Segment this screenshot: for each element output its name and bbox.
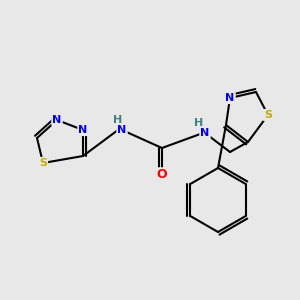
Text: H: H (113, 115, 123, 125)
Text: S: S (264, 110, 272, 120)
Text: N: N (78, 125, 88, 135)
Text: N: N (200, 128, 210, 138)
Text: S: S (39, 158, 47, 168)
Text: N: N (225, 93, 235, 103)
Text: N: N (117, 125, 127, 135)
Text: N: N (52, 115, 62, 125)
Text: H: H (194, 118, 204, 128)
Text: O: O (157, 169, 167, 182)
